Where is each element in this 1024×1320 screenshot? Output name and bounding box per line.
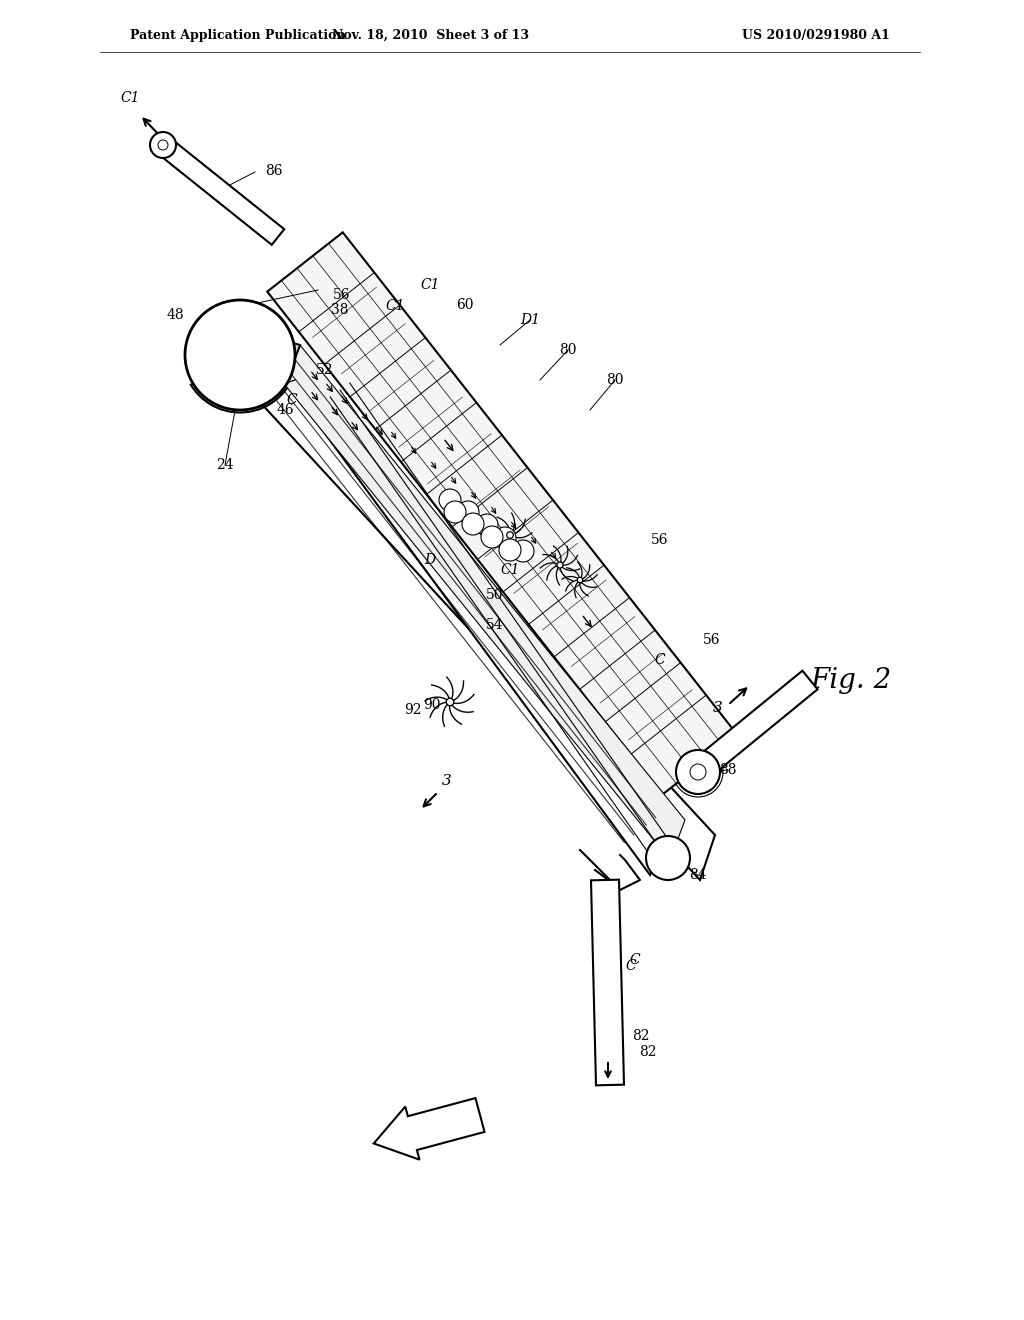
Text: 24: 24	[216, 458, 233, 473]
Text: D: D	[272, 385, 284, 399]
Text: C: C	[287, 393, 297, 407]
Text: 82: 82	[632, 1030, 649, 1043]
Circle shape	[476, 513, 498, 536]
Text: 82: 82	[639, 1045, 656, 1059]
Text: 60: 60	[457, 298, 474, 312]
Circle shape	[444, 502, 466, 523]
Circle shape	[158, 140, 168, 150]
Text: C1: C1	[385, 300, 404, 313]
Text: D: D	[259, 368, 270, 381]
Text: 3: 3	[442, 774, 452, 788]
Circle shape	[462, 513, 484, 535]
Text: 54: 54	[486, 618, 504, 632]
Text: Nov. 18, 2010  Sheet 3 of 13: Nov. 18, 2010 Sheet 3 of 13	[332, 29, 528, 41]
Polygon shape	[267, 232, 737, 795]
Text: 56: 56	[651, 533, 669, 546]
Text: 48: 48	[166, 308, 184, 322]
Circle shape	[690, 764, 706, 780]
Text: C1: C1	[420, 279, 439, 292]
Text: 52: 52	[316, 363, 334, 378]
Text: 56: 56	[333, 288, 351, 302]
Circle shape	[557, 562, 563, 568]
Circle shape	[676, 750, 720, 795]
Circle shape	[481, 525, 503, 548]
Circle shape	[507, 532, 513, 539]
Circle shape	[457, 502, 479, 523]
Circle shape	[150, 132, 176, 158]
Polygon shape	[591, 879, 624, 1085]
Text: 38: 38	[331, 304, 349, 317]
Text: 50: 50	[486, 587, 504, 602]
Circle shape	[185, 300, 295, 411]
Text: 86: 86	[265, 164, 283, 178]
Circle shape	[439, 488, 461, 511]
Text: 92: 92	[404, 704, 422, 717]
Text: C: C	[625, 960, 636, 973]
Polygon shape	[285, 345, 685, 861]
Polygon shape	[374, 1098, 484, 1160]
Text: C1: C1	[120, 91, 139, 106]
Text: 56: 56	[703, 634, 721, 647]
Polygon shape	[234, 330, 715, 880]
Text: 80: 80	[606, 374, 624, 387]
Polygon shape	[692, 671, 817, 779]
Polygon shape	[234, 330, 300, 385]
Text: 80: 80	[559, 343, 577, 356]
Text: Fig. 2: Fig. 2	[810, 667, 891, 693]
Circle shape	[512, 540, 534, 562]
Circle shape	[446, 698, 454, 706]
Text: C1: C1	[501, 564, 520, 577]
Text: D1: D1	[520, 313, 540, 327]
Circle shape	[494, 527, 516, 549]
Circle shape	[578, 577, 583, 582]
Circle shape	[646, 836, 690, 880]
Polygon shape	[315, 385, 665, 875]
Polygon shape	[157, 137, 285, 244]
Text: Patent Application Publication: Patent Application Publication	[130, 29, 345, 41]
Text: C: C	[654, 653, 666, 667]
Text: 3: 3	[713, 701, 723, 715]
Text: 88: 88	[719, 763, 736, 777]
Text: 84: 84	[689, 869, 707, 882]
Text: 90: 90	[423, 698, 440, 711]
Text: C: C	[630, 953, 640, 968]
Text: US 2010/0291980 A1: US 2010/0291980 A1	[742, 29, 890, 41]
Circle shape	[499, 539, 521, 561]
Text: D: D	[424, 553, 435, 568]
Text: 46: 46	[276, 403, 294, 417]
